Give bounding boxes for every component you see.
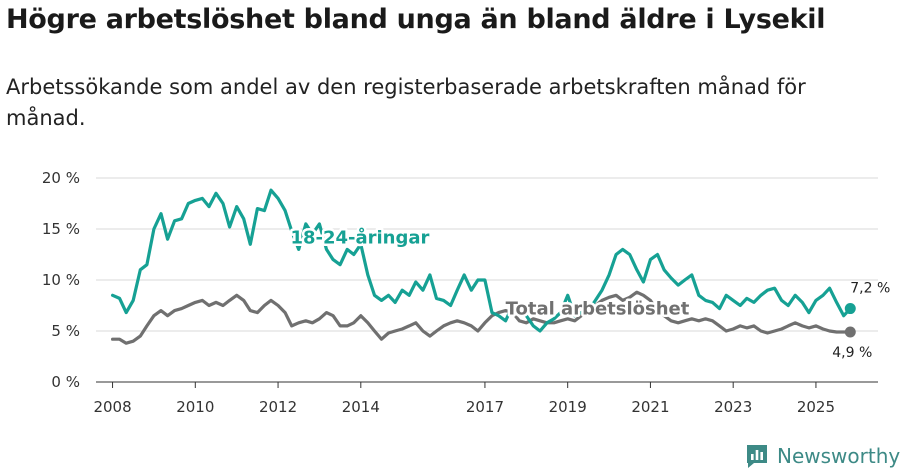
end-value-total: 4,9 % [832, 345, 872, 361]
x-tick-label: 2021 [631, 398, 669, 416]
y-tick-label: 10 % [42, 271, 80, 289]
x-axis-ticks: 2008 2010 2012 2014 2017 2019 2021 2023 2025 [93, 382, 835, 416]
end-value-youth: 7,2 % [850, 281, 890, 297]
chart-title: Högre arbetslöshet bland unga än bland ä… [6, 4, 826, 35]
x-tick-label: 2017 [466, 398, 504, 416]
x-tick-label: 2019 [549, 398, 587, 416]
x-tick-label: 2025 [797, 398, 835, 416]
series-line-total [110, 290, 852, 345]
end-point-total [844, 326, 856, 338]
newsworthy-logo: Newsworthy [745, 443, 900, 469]
y-tick-label: 15 % [42, 220, 80, 238]
x-tick-label: 2014 [342, 398, 380, 416]
series [110, 188, 856, 345]
chart-subtitle: Arbetssökande som andel av den registerb… [6, 75, 806, 130]
newsworthy-logo-icon [747, 445, 767, 468]
series-labels: 18-24-åringar Total arbetslöshet 7,2 % 4,9 … [288, 224, 890, 361]
x-tick-label: 2012 [259, 398, 297, 416]
y-tick-label: 0 % [51, 373, 80, 391]
end-point-youth [844, 303, 856, 315]
y-axis-ticks: 0 % 5 % 10 % 15 % 20 % [42, 169, 80, 391]
series-label-total: Total arbetslöshet [506, 299, 690, 320]
newsworthy-logo-text: Newsworthy [777, 444, 900, 468]
series-label-youth: 18-24-åringar [290, 226, 429, 248]
x-tick-label: 2010 [176, 398, 214, 416]
y-tick-label: 5 % [51, 322, 80, 340]
x-tick-label: 2023 [714, 398, 752, 416]
y-tick-label: 20 % [42, 169, 80, 187]
gridlines [96, 177, 878, 332]
x-tick-label: 2008 [93, 398, 131, 416]
series-line-youth [110, 188, 852, 333]
